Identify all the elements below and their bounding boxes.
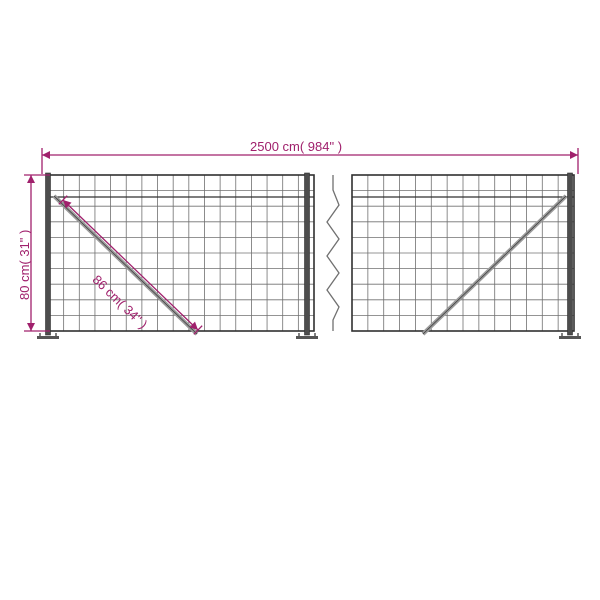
fence-dimension-diagram: { "labels":{ "width":"2500 cm( 984\" )",… — [0, 0, 600, 600]
diagram-svg — [0, 0, 600, 600]
width-dim-label: 2500 cm( 984" ) — [250, 139, 342, 154]
height-dim-label: 80 cm( 31" ) — [17, 230, 32, 300]
